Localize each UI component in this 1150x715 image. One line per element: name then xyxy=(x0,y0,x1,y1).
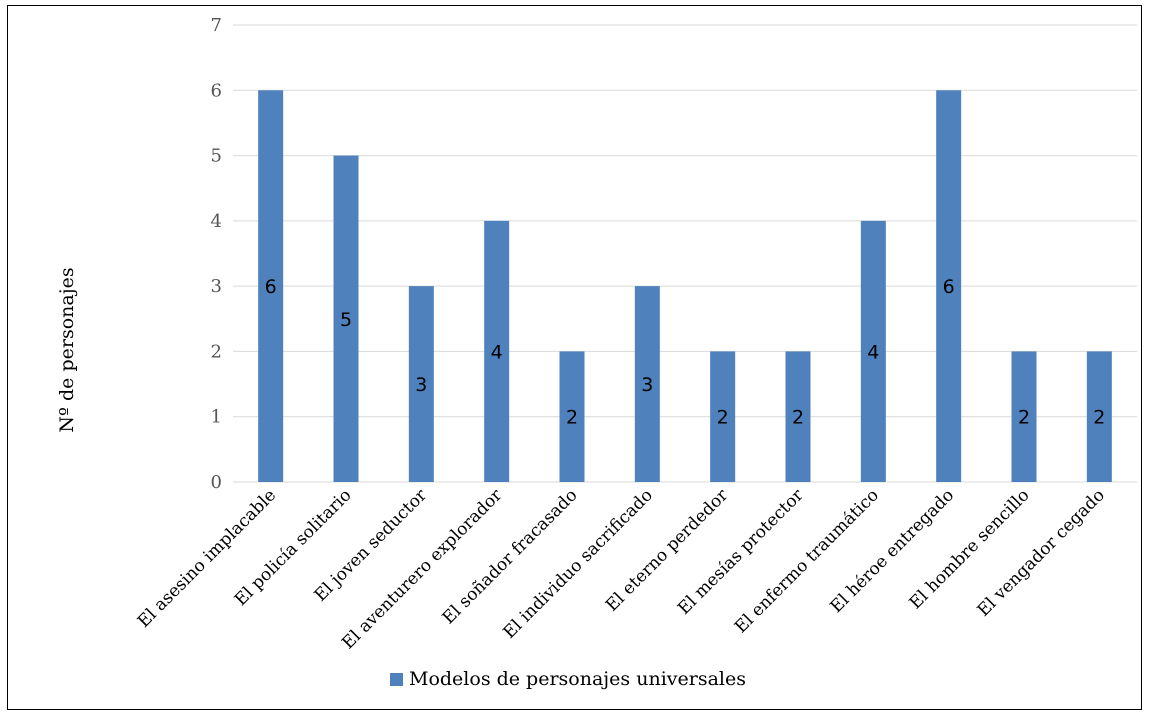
y-tick-label: 7 xyxy=(211,15,222,36)
legend-swatch xyxy=(390,672,403,686)
y-tick-label: 2 xyxy=(211,341,222,362)
bar xyxy=(1011,351,1037,482)
data-labels: 6 5 3 4 2 3 2 2 4 6 2 2 xyxy=(265,276,1106,429)
y-tick-label: 6 xyxy=(211,80,222,101)
data-label: 4 xyxy=(491,341,503,363)
x-category-label: El vengador cegado xyxy=(974,485,1109,620)
y-axis-ticks: 0 1 2 3 4 5 6 7 xyxy=(211,15,222,493)
y-axis-title: Nº de personajes xyxy=(56,267,78,432)
y-tick-label: 5 xyxy=(211,146,222,167)
legend-label: Modelos de personajes universales xyxy=(409,668,746,690)
bar xyxy=(333,155,359,483)
data-label: 4 xyxy=(867,341,879,363)
y-tick-label: 0 xyxy=(211,472,222,493)
data-label: 2 xyxy=(1018,407,1030,429)
bar xyxy=(710,351,736,482)
legend: Modelos de personajes universales xyxy=(390,668,746,690)
y-tick-label: 1 xyxy=(211,407,222,428)
x-category-label: El mesías protector xyxy=(674,485,808,619)
data-label: 2 xyxy=(566,407,578,429)
x-category-label: El eterno perdedor xyxy=(602,485,733,616)
bar xyxy=(634,286,660,482)
gridlines xyxy=(233,24,1137,483)
bar xyxy=(785,351,811,482)
bar xyxy=(258,90,284,483)
data-label: 2 xyxy=(1093,407,1105,429)
bar xyxy=(1086,351,1112,482)
data-label: 2 xyxy=(717,407,729,429)
x-category-label: El héroe entregado xyxy=(827,485,959,617)
data-label: 2 xyxy=(792,407,804,429)
x-category-label: El aventurero explorador xyxy=(338,485,507,654)
x-category-label: El enfermo traumático xyxy=(731,485,883,637)
chart-frame xyxy=(7,5,1142,710)
data-label: 6 xyxy=(943,276,955,298)
x-category-label: El soñador fracasado xyxy=(439,485,582,628)
y-tick-label: 3 xyxy=(211,276,222,297)
data-label: 6 xyxy=(265,276,277,298)
bar xyxy=(936,90,962,483)
x-category-label: El asesino implacable xyxy=(134,485,280,631)
bars xyxy=(258,90,1112,483)
bar xyxy=(860,220,886,482)
bar xyxy=(559,351,585,482)
bar xyxy=(484,220,510,482)
data-label: 5 xyxy=(340,309,352,331)
data-label: 3 xyxy=(641,374,653,396)
y-tick-label: 4 xyxy=(211,211,222,232)
x-category-label: El individuo sacrificado xyxy=(500,485,657,642)
bar xyxy=(408,286,434,482)
data-label: 3 xyxy=(415,374,427,396)
